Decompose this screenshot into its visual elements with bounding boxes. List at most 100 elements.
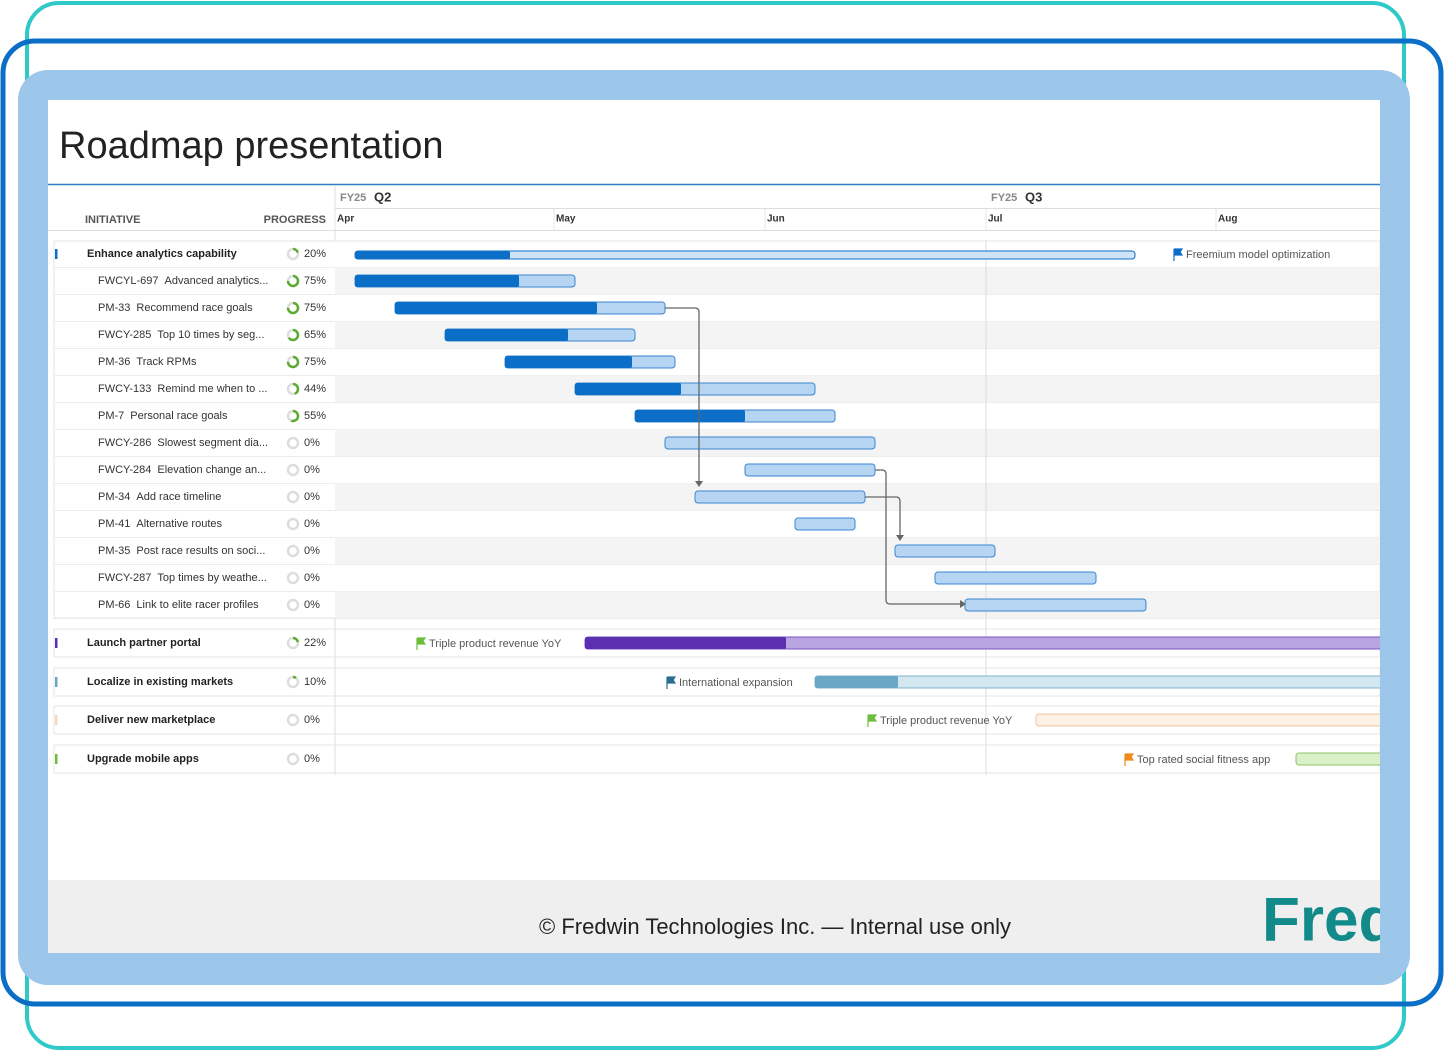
logo: Fred — [1262, 885, 1396, 954]
gantt-progress — [505, 356, 632, 368]
progress-label: 0% — [304, 753, 320, 765]
item-name: Elevation change an... — [157, 464, 266, 476]
item-name: Slowest segment dia... — [157, 437, 268, 449]
progress-track — [286, 752, 300, 766]
item-name: Personal race goals — [130, 410, 228, 422]
gantt-progress — [395, 302, 597, 314]
row-stripe — [335, 591, 1380, 619]
item-key: FWCY-287 — [98, 572, 151, 584]
progress-ring — [286, 382, 300, 396]
gantt-bar — [794, 517, 856, 531]
progress-track — [286, 517, 300, 531]
item-key: PM-33 — [98, 302, 130, 314]
gantt-progress — [355, 275, 519, 287]
gantt-bar — [1035, 713, 1380, 727]
group-marker — [55, 638, 58, 648]
item-name: Post race results on soci... — [136, 545, 265, 557]
progress-label: 20% — [304, 248, 326, 260]
row-stripe — [335, 375, 1380, 403]
item-key: PM-34 — [98, 491, 130, 503]
item-name: Remind me when to ... — [157, 383, 267, 395]
progress-ring — [286, 675, 300, 689]
item-key: PM-35 — [98, 545, 130, 557]
progress-ring — [286, 409, 300, 423]
milestone-flag — [1124, 753, 1135, 766]
progress-label: 75% — [304, 302, 326, 314]
progress-track — [286, 598, 300, 612]
item-key: PM-66 — [98, 599, 130, 611]
arrow — [896, 535, 904, 541]
fiscal-year: FY25 — [340, 192, 366, 204]
item-key: PM-7 — [98, 410, 124, 422]
progress-ring — [286, 328, 300, 342]
progress-ring — [286, 301, 300, 315]
item-name: Top 10 times by seg... — [157, 329, 264, 341]
quarter: Q2 — [374, 189, 391, 204]
progress-label: 0% — [304, 518, 320, 530]
progress-label: 75% — [304, 275, 326, 287]
footer-band — [48, 880, 1380, 953]
item-name: Top times by weathe... — [157, 572, 266, 584]
footer-text: © Fredwin Technologies Inc. — Internal u… — [539, 914, 1011, 939]
initiative-name: Upgrade mobile apps — [87, 753, 199, 765]
milestone-label: Freemium model optimization — [1186, 249, 1330, 261]
gantt-bar — [694, 490, 866, 504]
gantt-progress — [575, 383, 681, 395]
initiative-name: Launch partner portal — [87, 637, 201, 649]
milestone-label: Triple product revenue YoY — [880, 715, 1013, 727]
gantt-bar — [934, 571, 1097, 585]
quarter: Q3 — [1025, 189, 1042, 204]
dependency — [865, 496, 901, 537]
progress-track — [286, 713, 300, 727]
group-marker — [55, 754, 58, 764]
progress-label: 0% — [304, 464, 320, 476]
item-name: Recommend race goals — [136, 302, 253, 314]
progress-label: 0% — [304, 714, 320, 726]
group-marker — [55, 715, 58, 725]
fiscal-year: FY25 — [991, 192, 1017, 204]
progress-label: 0% — [304, 599, 320, 611]
parent-progress — [355, 251, 510, 259]
progress-ring — [286, 247, 300, 261]
item-name: Link to elite racer profiles — [136, 599, 259, 611]
gantt-bar — [1295, 752, 1380, 766]
gantt-bar — [664, 436, 876, 450]
arrow — [695, 481, 703, 487]
gantt-progress — [585, 637, 786, 649]
progress-track — [286, 490, 300, 504]
frame-blue — [0, 38, 1444, 1007]
column-header: INITIATIVE — [85, 214, 140, 226]
column-header: PROGRESS — [264, 214, 326, 226]
progress-label: 0% — [304, 572, 320, 584]
milestone-flag — [416, 637, 427, 650]
progress-track — [286, 463, 300, 477]
item-key: PM-36 — [98, 356, 130, 368]
item-key: FWCY-286 — [98, 437, 151, 449]
gantt-progress — [815, 676, 898, 688]
milestone-label: Top rated social fitness app — [1137, 754, 1270, 766]
item-name: Advanced analytics... — [165, 275, 269, 287]
progress-label: 10% — [304, 676, 326, 688]
item-name: Track RPMs — [136, 356, 197, 368]
progress-label: 55% — [304, 410, 326, 422]
progress-track — [286, 571, 300, 585]
row-stripe — [335, 537, 1380, 565]
progress-track — [286, 544, 300, 558]
item-key: FWCY-285 — [98, 329, 151, 341]
arrow — [960, 600, 966, 608]
gantt-bar — [814, 675, 1380, 689]
milestone-label: Triple product revenue YoY — [429, 638, 562, 650]
gantt-bar — [964, 598, 1147, 612]
progress-label: 0% — [304, 545, 320, 557]
group-marker — [55, 249, 58, 259]
progress-label: 65% — [304, 329, 326, 341]
initiative-name: Deliver new marketplace — [87, 714, 215, 726]
progress-ring — [286, 274, 300, 288]
milestone-flag — [1173, 248, 1184, 261]
progress-label: 0% — [304, 437, 320, 449]
milestone-flag — [666, 676, 677, 689]
item-name: Alternative routes — [136, 518, 222, 530]
progress-ring — [286, 355, 300, 369]
